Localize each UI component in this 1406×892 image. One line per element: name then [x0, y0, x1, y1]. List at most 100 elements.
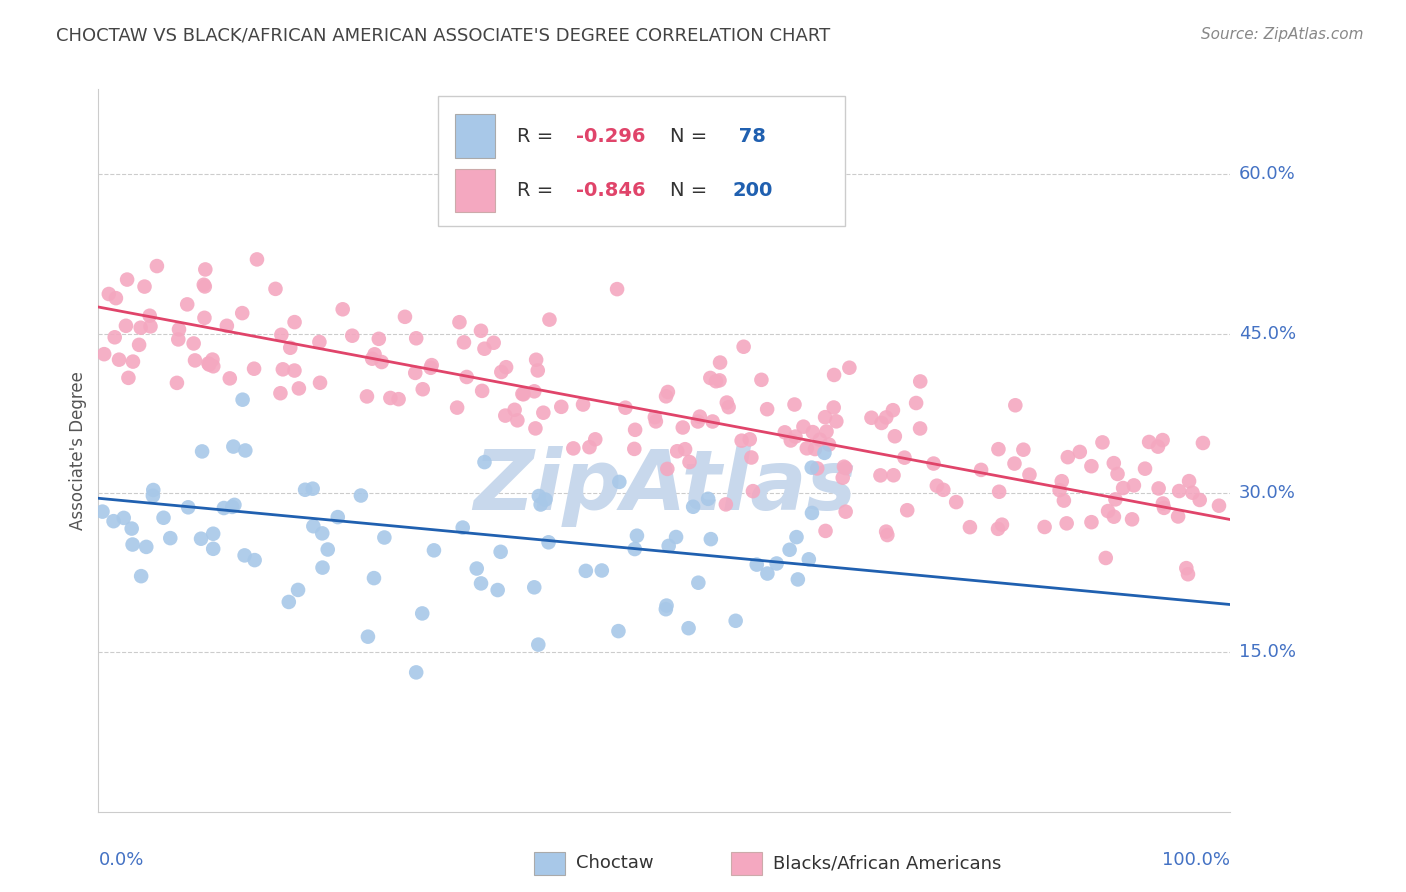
Point	[191, 444, 214, 458]
Point	[159, 531, 181, 545]
Point	[1069, 445, 1091, 459]
Point	[910, 375, 932, 389]
Point	[193, 310, 215, 325]
Point	[700, 532, 723, 546]
Point	[751, 373, 773, 387]
Point	[786, 573, 808, 587]
Point	[959, 520, 981, 534]
Point	[882, 403, 904, 417]
Point	[1137, 434, 1160, 449]
Point	[1102, 509, 1125, 524]
Point	[655, 602, 678, 616]
Point	[1152, 496, 1174, 510]
Point	[218, 371, 240, 385]
Point	[756, 402, 779, 417]
Point	[311, 560, 333, 574]
Point	[808, 433, 831, 447]
Point	[1153, 500, 1175, 515]
Text: ZipAtlas: ZipAtlas	[472, 446, 856, 527]
Text: 100.0%: 100.0%	[1163, 852, 1230, 870]
Point	[184, 353, 207, 368]
Point	[834, 461, 856, 475]
FancyBboxPatch shape	[456, 169, 495, 212]
Point	[644, 410, 666, 425]
Point	[138, 309, 160, 323]
Point	[198, 358, 221, 372]
Point	[572, 398, 595, 412]
Text: 0.0%: 0.0%	[98, 852, 143, 870]
Point	[658, 539, 681, 553]
Point	[367, 332, 389, 346]
Point	[765, 557, 787, 571]
Point	[527, 638, 550, 652]
Point	[465, 561, 488, 575]
Point	[779, 542, 801, 557]
Point	[115, 272, 138, 286]
Point	[702, 415, 724, 429]
Text: Choctaw: Choctaw	[576, 855, 654, 872]
Point	[875, 524, 897, 539]
Point	[370, 355, 392, 369]
Point	[142, 483, 165, 497]
Point	[717, 400, 740, 414]
Point	[801, 506, 824, 520]
Point	[420, 358, 443, 372]
Point	[537, 535, 560, 549]
Point	[523, 580, 546, 594]
Point	[1102, 456, 1125, 470]
Point	[1208, 499, 1230, 513]
Point	[908, 421, 931, 435]
Point	[1181, 485, 1204, 500]
Text: -0.296: -0.296	[576, 127, 645, 145]
Text: 60.0%: 60.0%	[1239, 165, 1295, 183]
Point	[991, 517, 1014, 532]
Point	[449, 315, 471, 329]
Point	[733, 340, 755, 354]
Point	[834, 505, 856, 519]
Point	[773, 425, 796, 440]
Point	[673, 442, 696, 457]
Point	[614, 401, 637, 415]
Point	[512, 387, 534, 401]
Text: Source: ZipAtlas.com: Source: ZipAtlas.com	[1201, 27, 1364, 42]
FancyBboxPatch shape	[456, 114, 495, 158]
Point	[405, 665, 427, 680]
Point	[1080, 515, 1102, 529]
Point	[1053, 493, 1076, 508]
Point	[190, 532, 212, 546]
Point	[404, 366, 426, 380]
Text: Blacks/African Americans: Blacks/African Americans	[773, 855, 1001, 872]
Point	[797, 552, 820, 566]
Point	[197, 356, 219, 370]
Point	[697, 491, 720, 506]
Point	[270, 327, 292, 342]
Point	[657, 462, 679, 476]
Point	[301, 482, 323, 496]
Point	[394, 310, 416, 324]
Point	[876, 528, 898, 542]
Point	[363, 347, 385, 361]
Point	[97, 287, 120, 301]
Point	[562, 442, 585, 456]
Point	[745, 558, 768, 572]
Point	[987, 442, 1010, 457]
Point	[361, 351, 384, 366]
Point	[623, 442, 645, 456]
Point	[875, 410, 897, 425]
Point	[471, 384, 494, 398]
Point	[1050, 474, 1073, 488]
Point	[142, 489, 165, 503]
Point	[987, 522, 1010, 536]
Point	[883, 429, 905, 443]
Point	[302, 519, 325, 533]
Point	[1147, 482, 1170, 496]
Point	[356, 389, 378, 403]
Point	[893, 450, 915, 465]
Point	[1152, 433, 1174, 447]
Point	[624, 423, 647, 437]
Point	[284, 315, 307, 329]
Point	[1018, 467, 1040, 482]
Point	[688, 575, 710, 590]
Point	[709, 373, 731, 387]
Point	[988, 484, 1011, 499]
